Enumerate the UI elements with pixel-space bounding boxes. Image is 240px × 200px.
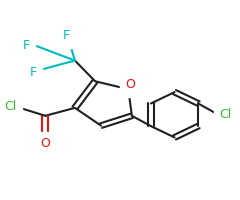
Text: Cl: Cl <box>4 100 17 113</box>
Text: O: O <box>40 137 50 150</box>
Text: O: O <box>126 78 136 91</box>
Text: F: F <box>23 39 30 52</box>
Text: F: F <box>63 29 70 42</box>
Text: F: F <box>30 66 37 79</box>
Text: Cl: Cl <box>219 108 232 121</box>
